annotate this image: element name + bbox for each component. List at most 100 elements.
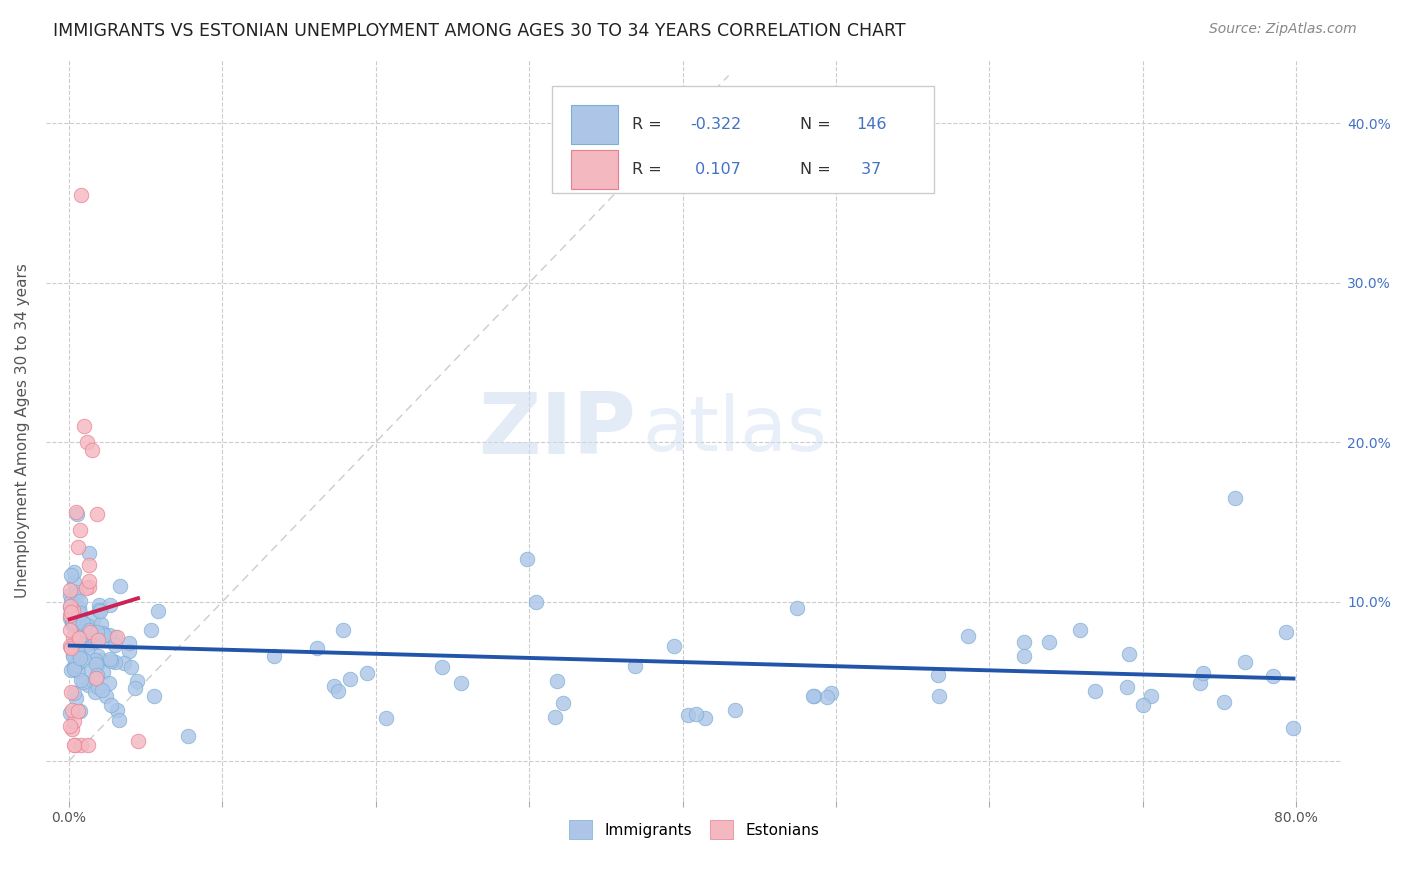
Text: Source: ZipAtlas.com: Source: ZipAtlas.com bbox=[1209, 22, 1357, 37]
Y-axis label: Unemployment Among Ages 30 to 34 years: Unemployment Among Ages 30 to 34 years bbox=[15, 263, 30, 598]
Point bbox=[1069, 623, 1091, 637]
Point bbox=[1012, 649, 1035, 664]
Point bbox=[332, 623, 354, 637]
Point bbox=[63, 738, 86, 752]
Point bbox=[66, 616, 89, 631]
Point bbox=[73, 640, 96, 654]
Point bbox=[1084, 683, 1107, 698]
Point bbox=[90, 616, 112, 631]
Point bbox=[59, 611, 82, 625]
Text: ZIP: ZIP bbox=[478, 389, 636, 472]
Point bbox=[118, 644, 141, 658]
Point bbox=[544, 710, 567, 724]
Point bbox=[662, 640, 685, 654]
Point bbox=[59, 599, 82, 614]
Point bbox=[66, 588, 89, 602]
Point bbox=[77, 574, 100, 589]
Point bbox=[62, 565, 84, 579]
Point bbox=[339, 673, 361, 687]
Point bbox=[69, 606, 91, 620]
Legend: Immigrants, Estonians: Immigrants, Estonians bbox=[562, 814, 825, 845]
Point bbox=[263, 648, 285, 663]
Point bbox=[143, 689, 166, 703]
Point bbox=[62, 658, 84, 673]
Point bbox=[76, 618, 98, 632]
Point bbox=[70, 738, 93, 752]
Text: N =: N = bbox=[800, 117, 837, 132]
Point bbox=[139, 623, 162, 637]
Point bbox=[100, 698, 122, 712]
Point bbox=[59, 588, 82, 602]
Point bbox=[1118, 647, 1140, 661]
Point bbox=[82, 634, 104, 648]
Point bbox=[87, 603, 110, 617]
Point bbox=[1115, 680, 1137, 694]
Point bbox=[86, 657, 108, 672]
Text: 0.107: 0.107 bbox=[690, 161, 741, 177]
Point bbox=[374, 711, 396, 725]
Text: 146: 146 bbox=[856, 117, 887, 132]
Point bbox=[100, 654, 122, 668]
Point bbox=[77, 637, 100, 651]
Point bbox=[86, 507, 108, 521]
Point bbox=[59, 608, 82, 623]
Point bbox=[66, 617, 89, 632]
Text: N =: N = bbox=[800, 161, 837, 177]
Point bbox=[98, 628, 121, 642]
Point bbox=[67, 611, 90, 625]
Point bbox=[62, 686, 84, 700]
Point bbox=[59, 719, 82, 733]
Point bbox=[693, 711, 716, 725]
Text: IMMIGRANTS VS ESTONIAN UNEMPLOYMENT AMONG AGES 30 TO 34 YEARS CORRELATION CHART: IMMIGRANTS VS ESTONIAN UNEMPLOYMENT AMON… bbox=[53, 22, 905, 40]
Point bbox=[60, 605, 83, 619]
Point bbox=[1212, 695, 1234, 709]
Point bbox=[120, 659, 142, 673]
Point bbox=[118, 636, 141, 650]
Point bbox=[786, 600, 808, 615]
Point bbox=[60, 616, 83, 631]
Point bbox=[90, 682, 112, 697]
Point bbox=[98, 652, 121, 666]
Point bbox=[177, 730, 200, 744]
Point bbox=[60, 594, 83, 608]
Point bbox=[76, 644, 98, 658]
Point bbox=[69, 523, 91, 537]
Point bbox=[624, 658, 647, 673]
Point bbox=[67, 705, 90, 719]
Point bbox=[67, 632, 90, 646]
Point bbox=[1282, 721, 1305, 735]
Point bbox=[66, 664, 89, 678]
Point bbox=[66, 605, 89, 619]
Point bbox=[87, 680, 110, 694]
Point bbox=[815, 690, 838, 704]
FancyBboxPatch shape bbox=[551, 86, 934, 193]
Point bbox=[105, 703, 128, 717]
Point bbox=[307, 640, 329, 655]
Point bbox=[125, 673, 148, 688]
Point bbox=[72, 675, 94, 690]
Point bbox=[80, 443, 103, 458]
Point bbox=[98, 598, 121, 612]
Point bbox=[927, 668, 949, 682]
FancyBboxPatch shape bbox=[571, 150, 617, 188]
Point bbox=[84, 672, 107, 686]
Point bbox=[93, 632, 115, 646]
Point bbox=[69, 651, 91, 665]
Point bbox=[124, 681, 146, 695]
Point bbox=[86, 668, 108, 682]
Point bbox=[59, 624, 82, 638]
Point bbox=[77, 558, 100, 572]
FancyBboxPatch shape bbox=[571, 105, 617, 144]
Point bbox=[86, 624, 108, 639]
Point bbox=[65, 658, 87, 673]
Point bbox=[63, 662, 86, 676]
Text: 37: 37 bbox=[856, 161, 882, 177]
Point bbox=[1012, 635, 1035, 649]
Point bbox=[62, 617, 84, 632]
Text: -0.322: -0.322 bbox=[690, 117, 741, 132]
Point bbox=[77, 634, 100, 648]
Point bbox=[77, 632, 100, 646]
Point bbox=[724, 703, 747, 717]
Point bbox=[77, 581, 100, 595]
Point bbox=[67, 648, 90, 663]
